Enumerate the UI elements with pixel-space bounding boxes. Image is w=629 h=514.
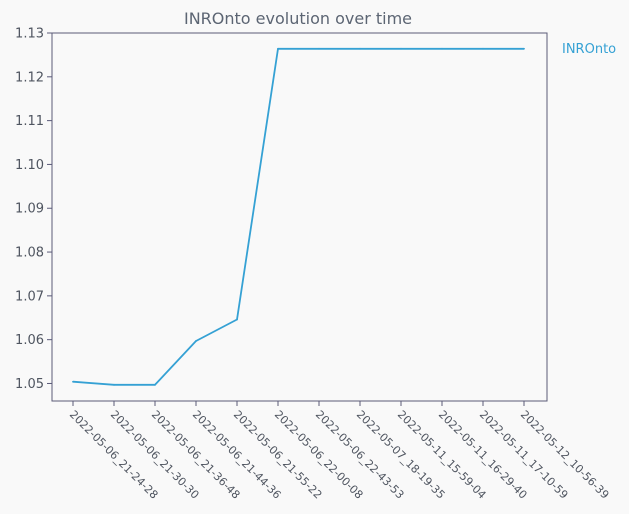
y-axis: 1.05 1.06 1.07 1.08 1.09 1.10 1.11 1.12 1.13 [15, 27, 52, 392]
data-point [154, 383, 156, 386]
data-point [236, 318, 238, 321]
x-axis: 2022-05-06_21-24-282022-05-06_21-30-3020… [67, 401, 611, 502]
data-point [277, 47, 279, 50]
y-tick-label: 1.10 [15, 158, 44, 173]
data-point [318, 47, 320, 50]
y-tick-label: 1.05 [15, 377, 44, 392]
y-tick-label: 1.11 [15, 114, 44, 129]
y-tick-label: 1.07 [15, 289, 44, 304]
data-point [482, 47, 484, 50]
legend: INROnto [562, 42, 616, 57]
data-point [72, 380, 74, 383]
data-point [523, 47, 525, 50]
series-line [72, 47, 524, 386]
data-point [441, 47, 443, 50]
chart-title: INROnto evolution over time [184, 9, 412, 28]
y-tick-label: 1.08 [15, 246, 44, 261]
series-layer [72, 47, 525, 386]
data-point [113, 383, 115, 386]
data-point [400, 47, 402, 50]
y-tick-label: 1.09 [15, 202, 44, 217]
y-tick-label: 1.06 [15, 333, 44, 348]
y-tick-label: 1.13 [15, 27, 44, 42]
legend-label: INROnto [562, 42, 616, 57]
y-tick-label: 1.12 [15, 70, 44, 85]
data-point [359, 47, 361, 50]
plot-area [51, 32, 548, 402]
data-point [195, 340, 197, 342]
